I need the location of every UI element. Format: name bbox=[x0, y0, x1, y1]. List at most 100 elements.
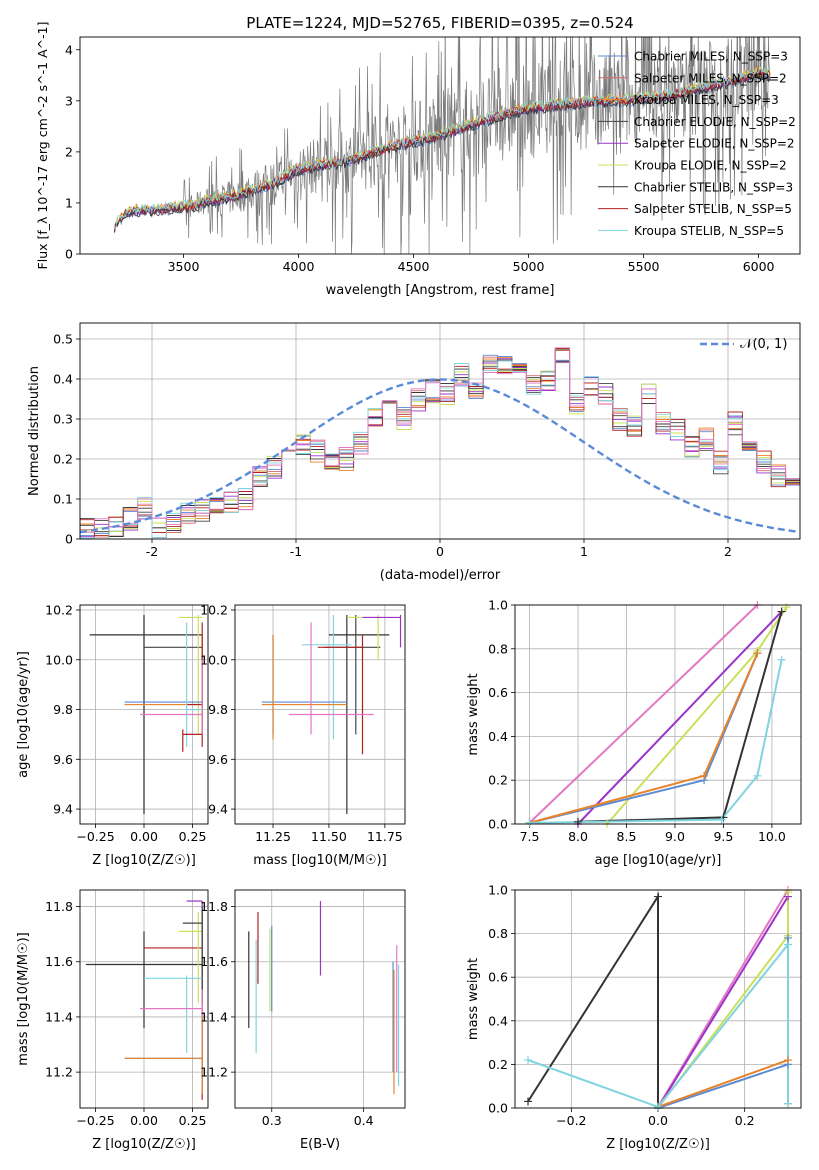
plot-area-mass_Z bbox=[85, 900, 203, 1100]
weight-marker bbox=[784, 1056, 792, 1065]
y-axis-label: mass [log10(M/M☉)] bbox=[16, 932, 31, 1065]
y-tick-label: 9.8 bbox=[208, 702, 228, 717]
weight-marker bbox=[524, 1056, 532, 1065]
y-tick-label: 10.0 bbox=[45, 652, 73, 667]
legend: Chabrier MILES, N_SSP=3 Salpeter MILES, N… bbox=[598, 50, 796, 238]
x-tick-label: 9.0 bbox=[665, 829, 685, 844]
histogram-chabrier_elodie bbox=[80, 349, 800, 539]
histogram-chabrier_stelib bbox=[80, 359, 800, 539]
weight-marker bbox=[654, 1102, 662, 1111]
x-tick-label: 11.75 bbox=[367, 829, 403, 844]
x-tick-label: -1 bbox=[290, 544, 302, 559]
weight-marker bbox=[574, 817, 583, 826]
x-axis-label: Z [log10(Z/Z☉)] bbox=[606, 1137, 710, 1152]
weight-line bbox=[528, 605, 759, 824]
y-tick-label: 0.2 bbox=[488, 1057, 508, 1072]
axes-frame bbox=[514, 604, 802, 825]
x-tick-label: -2 bbox=[146, 544, 158, 559]
x-tick-label: 2 bbox=[724, 544, 732, 559]
panel-mass_ebv: 0.3 0.4 11.2 11.4 11.6 11.8 E(B-V) bbox=[200, 889, 406, 1152]
axes-frame bbox=[79, 36, 801, 255]
panel-weight_Z: −0.2 0.0 0.2 0.0 0.2 0.4 0.6 0.8 1.0 Z [log10(Z/Z… bbox=[466, 883, 802, 1152]
weight-marker bbox=[524, 1097, 532, 1106]
x-tick-label: −0.2 bbox=[556, 1113, 586, 1128]
histogram-chabrier_miles bbox=[80, 354, 800, 539]
weight-marker bbox=[654, 892, 662, 901]
y-tick-label: 9.8 bbox=[53, 702, 73, 717]
plot-area-weight_age bbox=[528, 605, 788, 824]
y-tick-label: 3 bbox=[65, 93, 73, 108]
y-tick-label: 0.1 bbox=[53, 492, 73, 507]
y-tick-label: 11.4 bbox=[200, 1009, 228, 1024]
x-tick-label: 3500 bbox=[168, 259, 200, 274]
weight-line bbox=[527, 893, 659, 1108]
x-tick-label: 11.25 bbox=[255, 829, 291, 844]
weight-marker bbox=[753, 649, 762, 658]
x-tick-label: 0.00 bbox=[130, 829, 158, 844]
y-tick-label: 11.2 bbox=[45, 1065, 73, 1080]
y-tick-label: 0.0 bbox=[488, 1101, 508, 1116]
axes-frame bbox=[514, 889, 802, 1109]
panel-spectrum: 3500 4000 4500 5000 5500 6000 0 1 2 3 4 wavelength … bbox=[35, 22, 801, 298]
y-tick-label: 10.2 bbox=[45, 602, 73, 617]
weight-marker bbox=[784, 888, 792, 897]
axes-frame bbox=[79, 604, 209, 825]
y-tick-label: 11.8 bbox=[200, 899, 228, 914]
y-tick-label: 9.6 bbox=[208, 752, 228, 767]
y-tick-label: 0.5 bbox=[53, 332, 73, 347]
panel-mass_Z: −0.25 0.00 0.25 11.2 11.4 11.6 11.8 Z [log10(Z/… bbox=[16, 889, 209, 1152]
y-tick-label: 0.4 bbox=[488, 1013, 508, 1028]
weight-marker bbox=[525, 818, 534, 827]
y-tick-label: 10.2 bbox=[200, 602, 228, 617]
y-tick-label: 9.4 bbox=[208, 802, 228, 817]
y-tick-label: 1 bbox=[65, 195, 73, 210]
histogram-kroupa_stelib bbox=[80, 359, 800, 539]
y-tick-label: 0 bbox=[65, 532, 73, 547]
weight-line bbox=[577, 610, 783, 824]
weight-line bbox=[657, 895, 789, 1108]
weight-line bbox=[606, 606, 788, 824]
x-tick-label: 0 bbox=[436, 544, 444, 559]
legend-entry: Salpeter ELODIE, N_SSP=2 bbox=[634, 137, 795, 151]
y-tick-label: 0.4 bbox=[53, 372, 73, 387]
x-tick-label: 0.25 bbox=[179, 1113, 207, 1128]
x-tick-label: 5500 bbox=[628, 259, 660, 274]
panel-residuals: -2 -1 0 1 2 0 0.1 0.2 0.3 0.4 0.5 (data-model)/erro… bbox=[27, 322, 801, 583]
legend-entry: Chabrier MILES, N_SSP=3 bbox=[634, 50, 788, 64]
axes-frame bbox=[79, 889, 209, 1109]
figure-title: PLATE=1224, MJD=52765, FIBERID=0395, z=0… bbox=[246, 14, 633, 32]
weight-marker bbox=[784, 940, 792, 949]
y-tick-label: 0.6 bbox=[488, 970, 508, 985]
weight-line bbox=[527, 941, 789, 1108]
weight-marker bbox=[717, 815, 726, 824]
x-axis-label: age [log10(age/yr)] bbox=[595, 853, 722, 868]
y-tick-label: 0.0 bbox=[488, 817, 508, 832]
y-tick-label: 0.2 bbox=[488, 773, 508, 788]
y-tick-label: 11.6 bbox=[200, 954, 228, 969]
legend-entry: Salpeter MILES, N_SSP=2 bbox=[634, 71, 787, 85]
plot-area-spectrum bbox=[114, 37, 771, 254]
histogram-pink bbox=[80, 347, 800, 539]
panel-age_Z: −0.25 0.00 0.25 9.4 9.6 9.8 10.0 10.2 Z [log10(Z… bbox=[16, 602, 209, 868]
x-tick-label: −0.25 bbox=[76, 1113, 114, 1128]
x-tick-label: 0.4 bbox=[354, 1113, 374, 1128]
x-tick-label: 1 bbox=[580, 544, 588, 559]
y-tick-label: 0.6 bbox=[488, 685, 508, 700]
y-tick-label: 11.8 bbox=[45, 899, 73, 914]
y-axis-label: age [log10(age/yr)] bbox=[16, 651, 31, 778]
x-tick-label: 7.5 bbox=[520, 829, 540, 844]
x-tick-label: 4000 bbox=[283, 259, 315, 274]
y-tick-label: 0.2 bbox=[53, 452, 73, 467]
weight-marker bbox=[784, 1099, 792, 1108]
weight-marker bbox=[782, 603, 791, 612]
histogram-salpeter_stelib bbox=[80, 348, 800, 539]
y-tick-label: 9.6 bbox=[53, 752, 73, 767]
model-spectrum-kroupa_elodie bbox=[114, 66, 771, 229]
y-tick-label: 1.0 bbox=[488, 883, 508, 898]
legend-entry: Kroupa ELODIE, N_SSP=2 bbox=[634, 159, 787, 173]
y-axis-label: Flux [f_λ 10^-17 erg cm^-2 s^-1 A^-1] bbox=[35, 22, 50, 270]
y-tick-label: 11.6 bbox=[45, 954, 73, 969]
x-tick-label: 5000 bbox=[513, 259, 545, 274]
panel-weight_age: 7.5 8.0 8.5 9.0 9.5 10.0 0.0 0.2 0.4 0.6 0.8 1.0 age… bbox=[466, 598, 802, 868]
y-tick-label: 2 bbox=[65, 144, 73, 159]
